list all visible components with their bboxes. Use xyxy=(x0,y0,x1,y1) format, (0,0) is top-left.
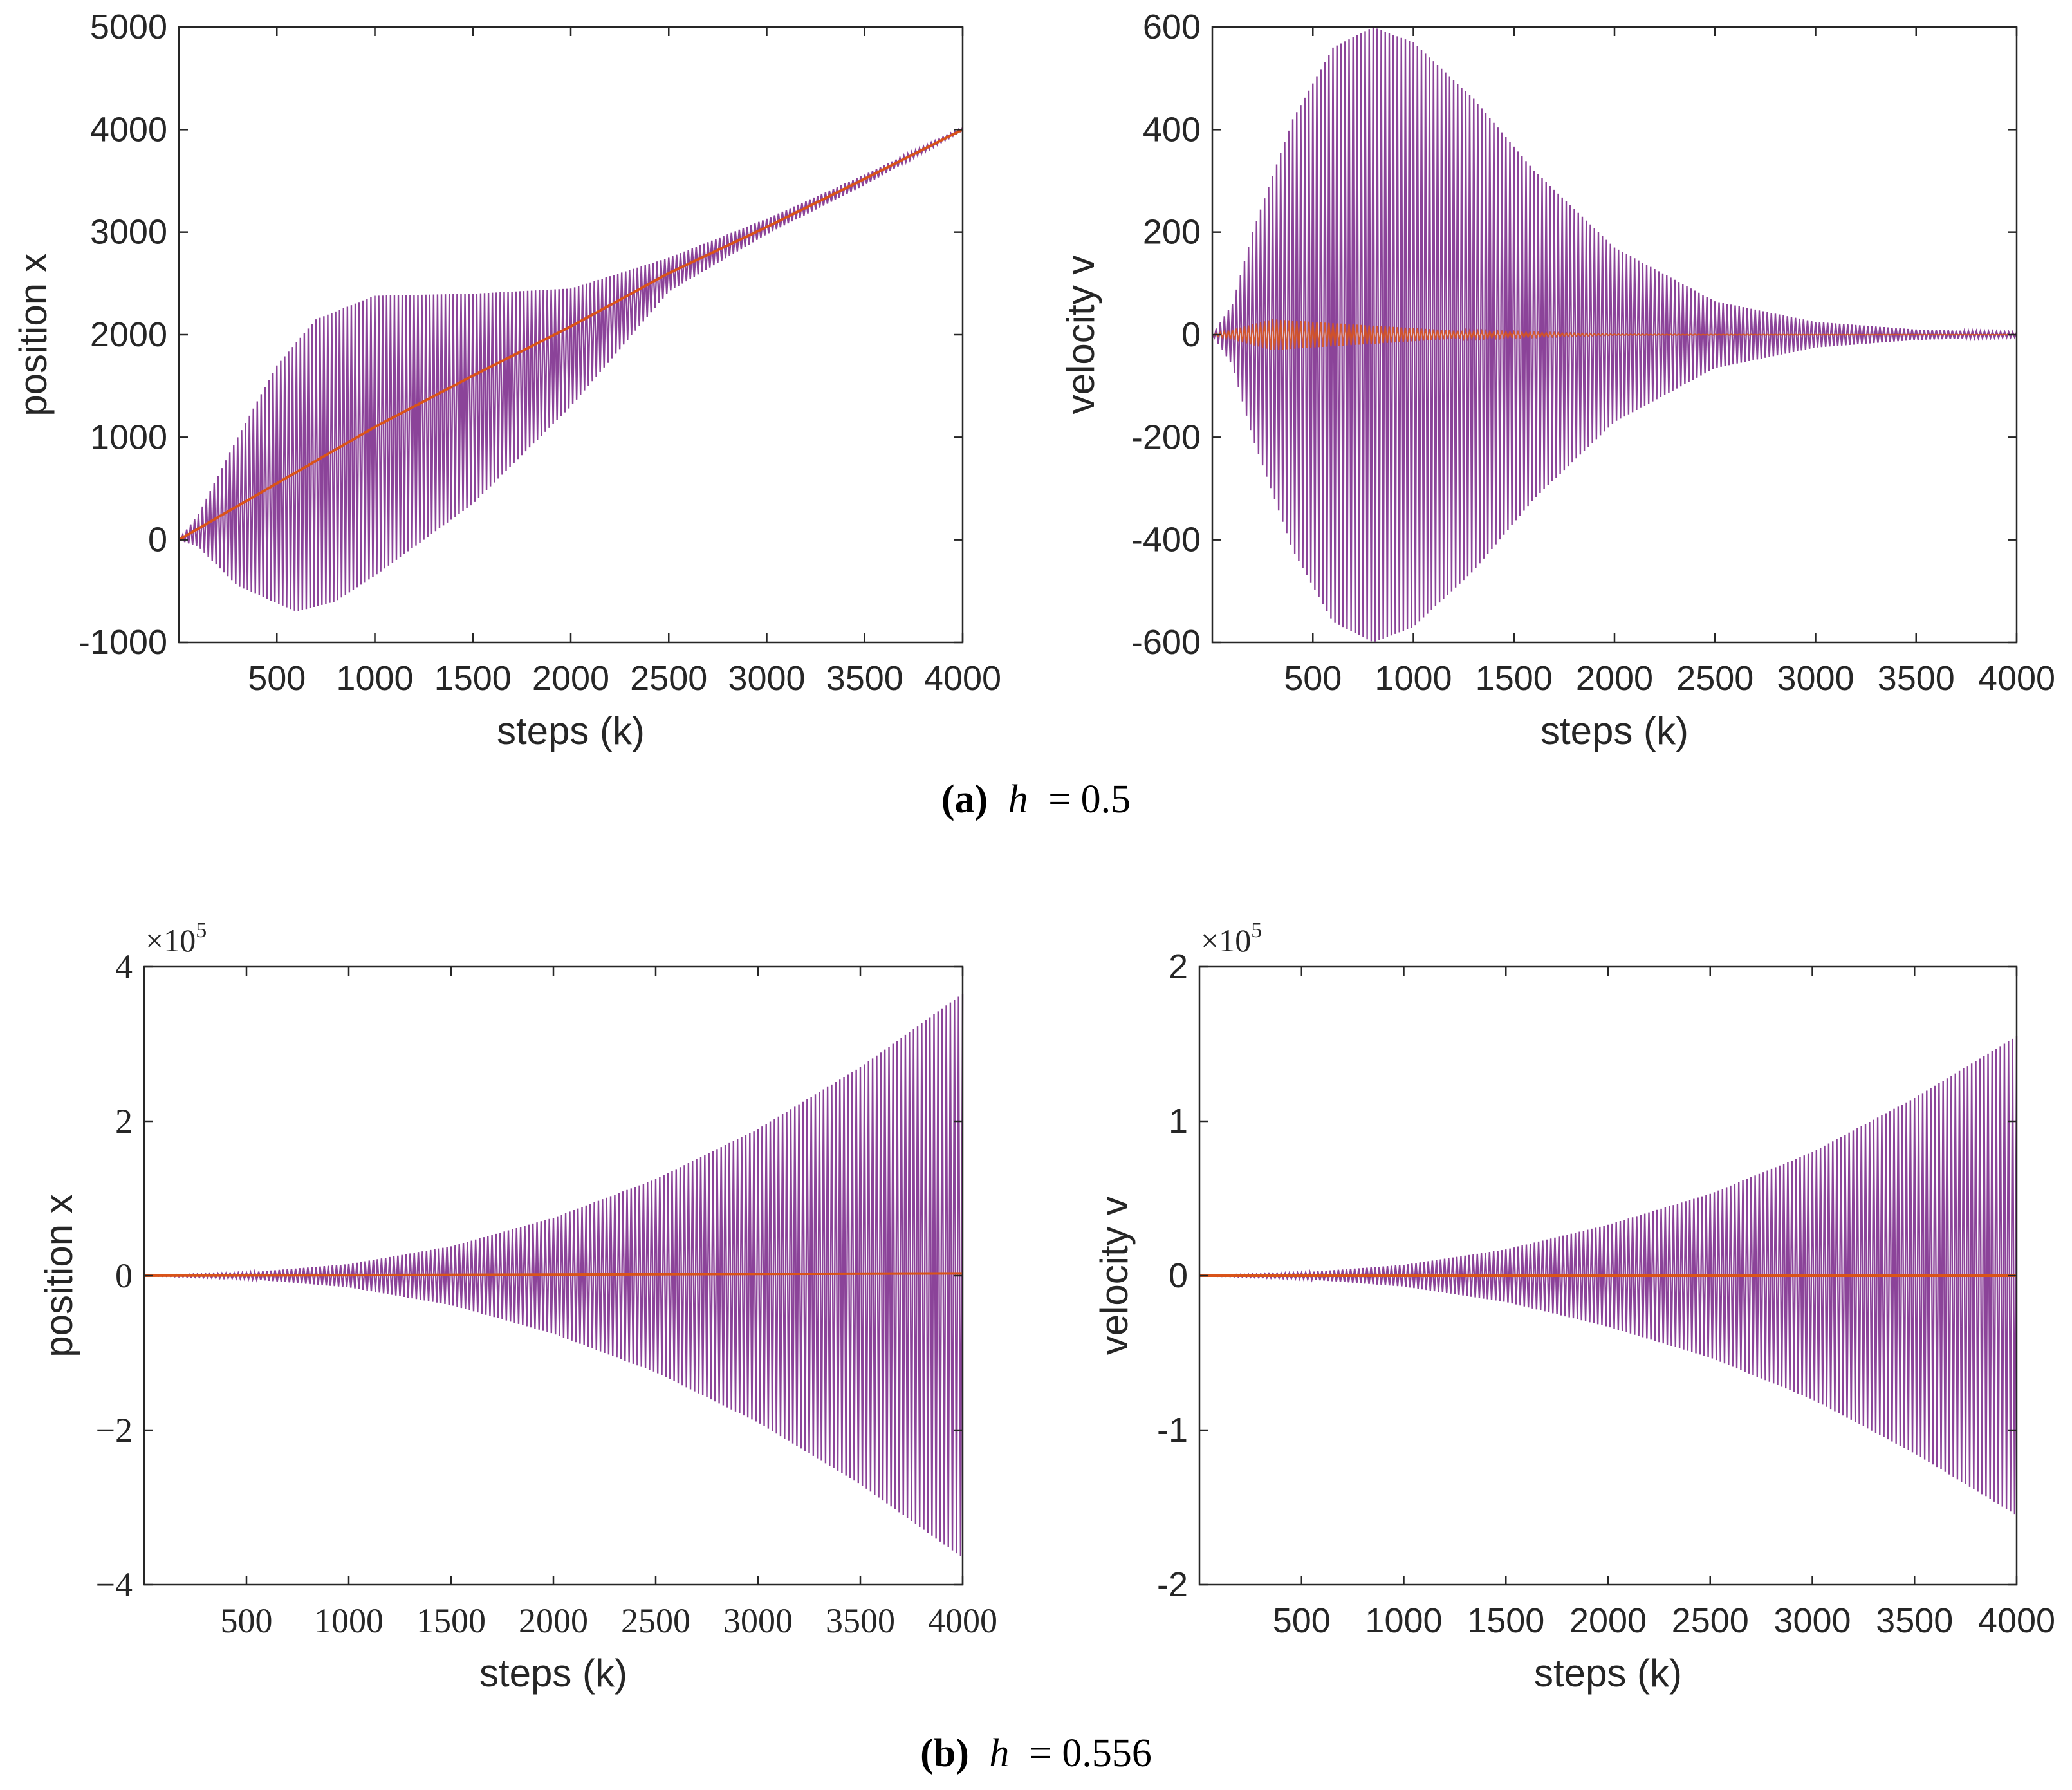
x-tick-label: 3500 xyxy=(826,1601,895,1640)
caption-b-eq: = 0.556 xyxy=(1030,1731,1152,1775)
x-tick-label: 1000 xyxy=(1365,1601,1442,1640)
x-tick-label: 1000 xyxy=(314,1601,384,1640)
axis-multiplier-base: ×10 xyxy=(1201,922,1251,958)
y-tick-label: 0 xyxy=(1169,1256,1188,1295)
x-tick-label: 4000 xyxy=(1978,659,2055,698)
axis-multiplier-base: ×10 xyxy=(145,922,196,958)
caption-b: (b) h = 0.556 xyxy=(920,1731,1152,1775)
y-tick-label: -600 xyxy=(1131,623,1201,662)
x-axis-label: steps (k) xyxy=(1540,709,1688,752)
y-tick-label: 3000 xyxy=(90,213,167,252)
axis-multiplier-exponent: 5 xyxy=(196,918,207,942)
y-tick-label: 0 xyxy=(115,1256,133,1295)
x-tick-label: 2000 xyxy=(1569,1601,1647,1640)
caption-a-eq: = 0.5 xyxy=(1048,778,1131,821)
x-tick-label: 1500 xyxy=(434,659,512,698)
series-oscillating-line xyxy=(143,993,964,1556)
axis-multiplier-exponent: 5 xyxy=(1251,918,1262,942)
x-tick-label: 500 xyxy=(248,659,306,698)
chart-b-position: 500 1000 1500 2000 2500 3000 3500 4000 −4 −2 0 2 4 st… xyxy=(37,918,997,1695)
x-tick-label: 1000 xyxy=(336,659,413,698)
y-axis-label: velocity v xyxy=(1059,256,1102,415)
axis-multiplier: ×105 xyxy=(145,918,207,958)
x-tick-label: 3000 xyxy=(723,1601,793,1640)
x-tick-label: 3000 xyxy=(1773,1601,1851,1640)
x-tick-label: 4000 xyxy=(928,1601,997,1640)
axis-multiplier: ×105 xyxy=(1201,918,1262,958)
chart-a-velocity: 500 1000 1500 2000 2500 3000 3500 4000-600-400-… xyxy=(1059,8,2055,752)
y-tick-label: -1000 xyxy=(79,623,167,662)
caption-b-math: h xyxy=(989,1731,1009,1775)
y-tick-label: 2 xyxy=(115,1102,133,1141)
y-tick-label: 0 xyxy=(1181,315,1201,354)
series-trend-line xyxy=(178,128,963,541)
x-tick-label: 500 xyxy=(1273,1601,1331,1640)
series-oscillating-line xyxy=(1199,1036,2018,1515)
x-tick-label: 2500 xyxy=(621,1601,690,1640)
y-tick-label: −4 xyxy=(96,1565,133,1604)
y-tick-label: 2000 xyxy=(90,315,167,354)
x-tick-label: 4000 xyxy=(924,659,1001,698)
x-tick-label: 2500 xyxy=(1676,659,1753,698)
caption-b-label: (b) xyxy=(920,1731,969,1775)
y-axis-label: position x xyxy=(37,1194,80,1357)
x-tick-label: 500 xyxy=(1284,659,1342,698)
chart-b-velocity: 500 1000 1500 2000 2500 3000 3500 4000 -2 -1 0 1 2 st… xyxy=(1093,918,2055,1695)
x-tick-label: 4000 xyxy=(1978,1601,2055,1640)
x-tick-label: 2000 xyxy=(519,1601,588,1640)
y-tick-label: 4000 xyxy=(90,110,167,149)
y-tick-label: 2 xyxy=(1169,947,1188,986)
y-axis-label: position x xyxy=(12,253,55,416)
y-tick-label: 0 xyxy=(148,521,167,559)
caption-a-math: h xyxy=(1008,778,1028,821)
x-tick-label: 3500 xyxy=(1876,1601,1953,1640)
x-tick-label: 1500 xyxy=(416,1601,486,1640)
x-tick-label: 3000 xyxy=(1777,659,1854,698)
y-tick-label: -1 xyxy=(1157,1411,1188,1450)
x-axis-label: steps (k) xyxy=(479,1652,627,1695)
y-tick-label: 200 xyxy=(1143,213,1201,252)
series-trend-line xyxy=(143,1272,963,1277)
x-tick-label: 2000 xyxy=(532,659,609,698)
x-tick-label: 2500 xyxy=(630,659,707,698)
x-tick-label: 1500 xyxy=(1475,659,1553,698)
x-tick-label: 1000 xyxy=(1374,659,1452,698)
caption-a: (a) h = 0.5 xyxy=(941,778,1131,821)
y-tick-label: 400 xyxy=(1143,110,1201,149)
x-tick-label: 3000 xyxy=(728,659,805,698)
y-tick-label: -200 xyxy=(1131,418,1201,456)
series-trend-line xyxy=(1212,319,2017,350)
series-oscillating-line xyxy=(178,127,964,611)
x-tick-label: 500 xyxy=(221,1601,273,1640)
chart-a-position: 500 1000 1500 2000 2500 3000 3500 4000 -1000 0 100… xyxy=(12,8,1001,752)
y-tick-label: -400 xyxy=(1131,521,1201,559)
y-tick-label: 1 xyxy=(1169,1102,1188,1141)
x-axis-label: steps (k) xyxy=(497,709,645,752)
x-tick-label: 3500 xyxy=(1878,659,1955,698)
y-tick-label: 4 xyxy=(115,947,133,986)
y-axis-label: velocity v xyxy=(1093,1197,1136,1356)
series-oscillating-line xyxy=(1211,26,2018,642)
x-tick-label: 2000 xyxy=(1576,659,1653,698)
y-tick-label: 5000 xyxy=(90,8,167,46)
x-tick-label: 1500 xyxy=(1467,1601,1544,1640)
x-tick-label: 2500 xyxy=(1672,1601,1749,1640)
caption-a-label: (a) xyxy=(941,778,988,821)
y-tick-label: -2 xyxy=(1157,1565,1188,1604)
x-axis-label: steps (k) xyxy=(1534,1652,1682,1695)
y-tick-label: −2 xyxy=(96,1411,133,1450)
y-tick-label: 600 xyxy=(1143,8,1201,46)
x-tick-label: 3500 xyxy=(826,659,903,698)
y-tick-label: 1000 xyxy=(90,418,167,456)
